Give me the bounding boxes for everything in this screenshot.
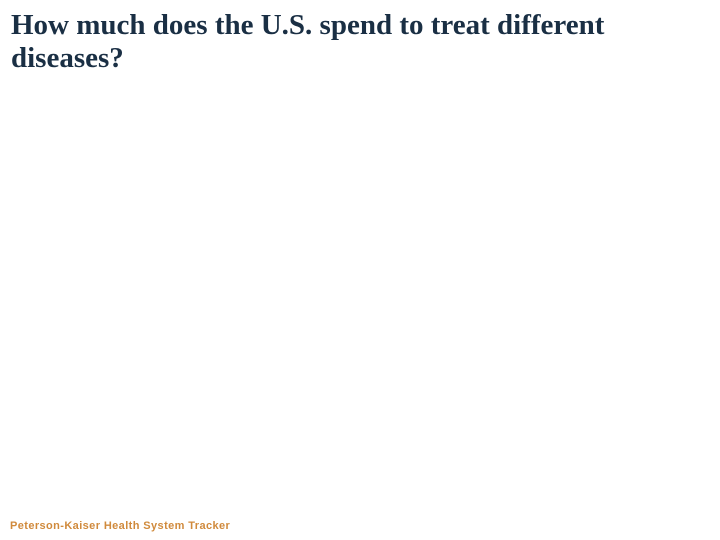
slide-title: How much does the U.S. spend to treat di…	[11, 9, 711, 75]
slide-title-line-2: diseases?	[11, 42, 124, 74]
footer-brand-label: Peterson-Kaiser Health System Tracker	[10, 520, 231, 532]
slide-title-line-1: How much does the U.S. spend to treat di…	[11, 9, 605, 41]
